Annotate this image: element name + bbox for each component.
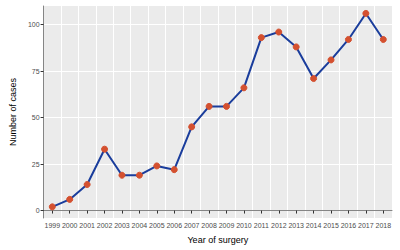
svg-text:2012: 2012: [271, 222, 287, 229]
svg-text:Number of cases: Number of cases: [8, 77, 18, 146]
svg-text:1999: 1999: [45, 222, 61, 229]
svg-text:2005: 2005: [149, 222, 165, 229]
svg-text:25: 25: [32, 161, 40, 168]
svg-text:2008: 2008: [201, 222, 217, 229]
svg-text:75: 75: [32, 68, 40, 75]
svg-text:2018: 2018: [376, 222, 392, 229]
svg-text:0: 0: [36, 207, 40, 214]
svg-text:2010: 2010: [236, 222, 252, 229]
svg-text:2001: 2001: [79, 222, 95, 229]
svg-text:2000: 2000: [62, 222, 78, 229]
svg-text:2004: 2004: [132, 222, 148, 229]
svg-text:2013: 2013: [288, 222, 304, 229]
svg-text:2017: 2017: [358, 222, 374, 229]
svg-text:100: 100: [28, 21, 40, 28]
svg-text:2002: 2002: [97, 222, 113, 229]
svg-text:Year of surgery: Year of surgery: [187, 235, 248, 245]
svg-text:2015: 2015: [323, 222, 339, 229]
svg-text:2007: 2007: [184, 222, 200, 229]
svg-text:2011: 2011: [254, 222, 269, 229]
svg-text:2006: 2006: [166, 222, 182, 229]
svg-text:2016: 2016: [341, 222, 357, 229]
svg-text:2003: 2003: [114, 222, 130, 229]
svg-text:2009: 2009: [219, 222, 235, 229]
svg-text:2014: 2014: [306, 222, 322, 229]
svg-text:50: 50: [32, 114, 40, 121]
